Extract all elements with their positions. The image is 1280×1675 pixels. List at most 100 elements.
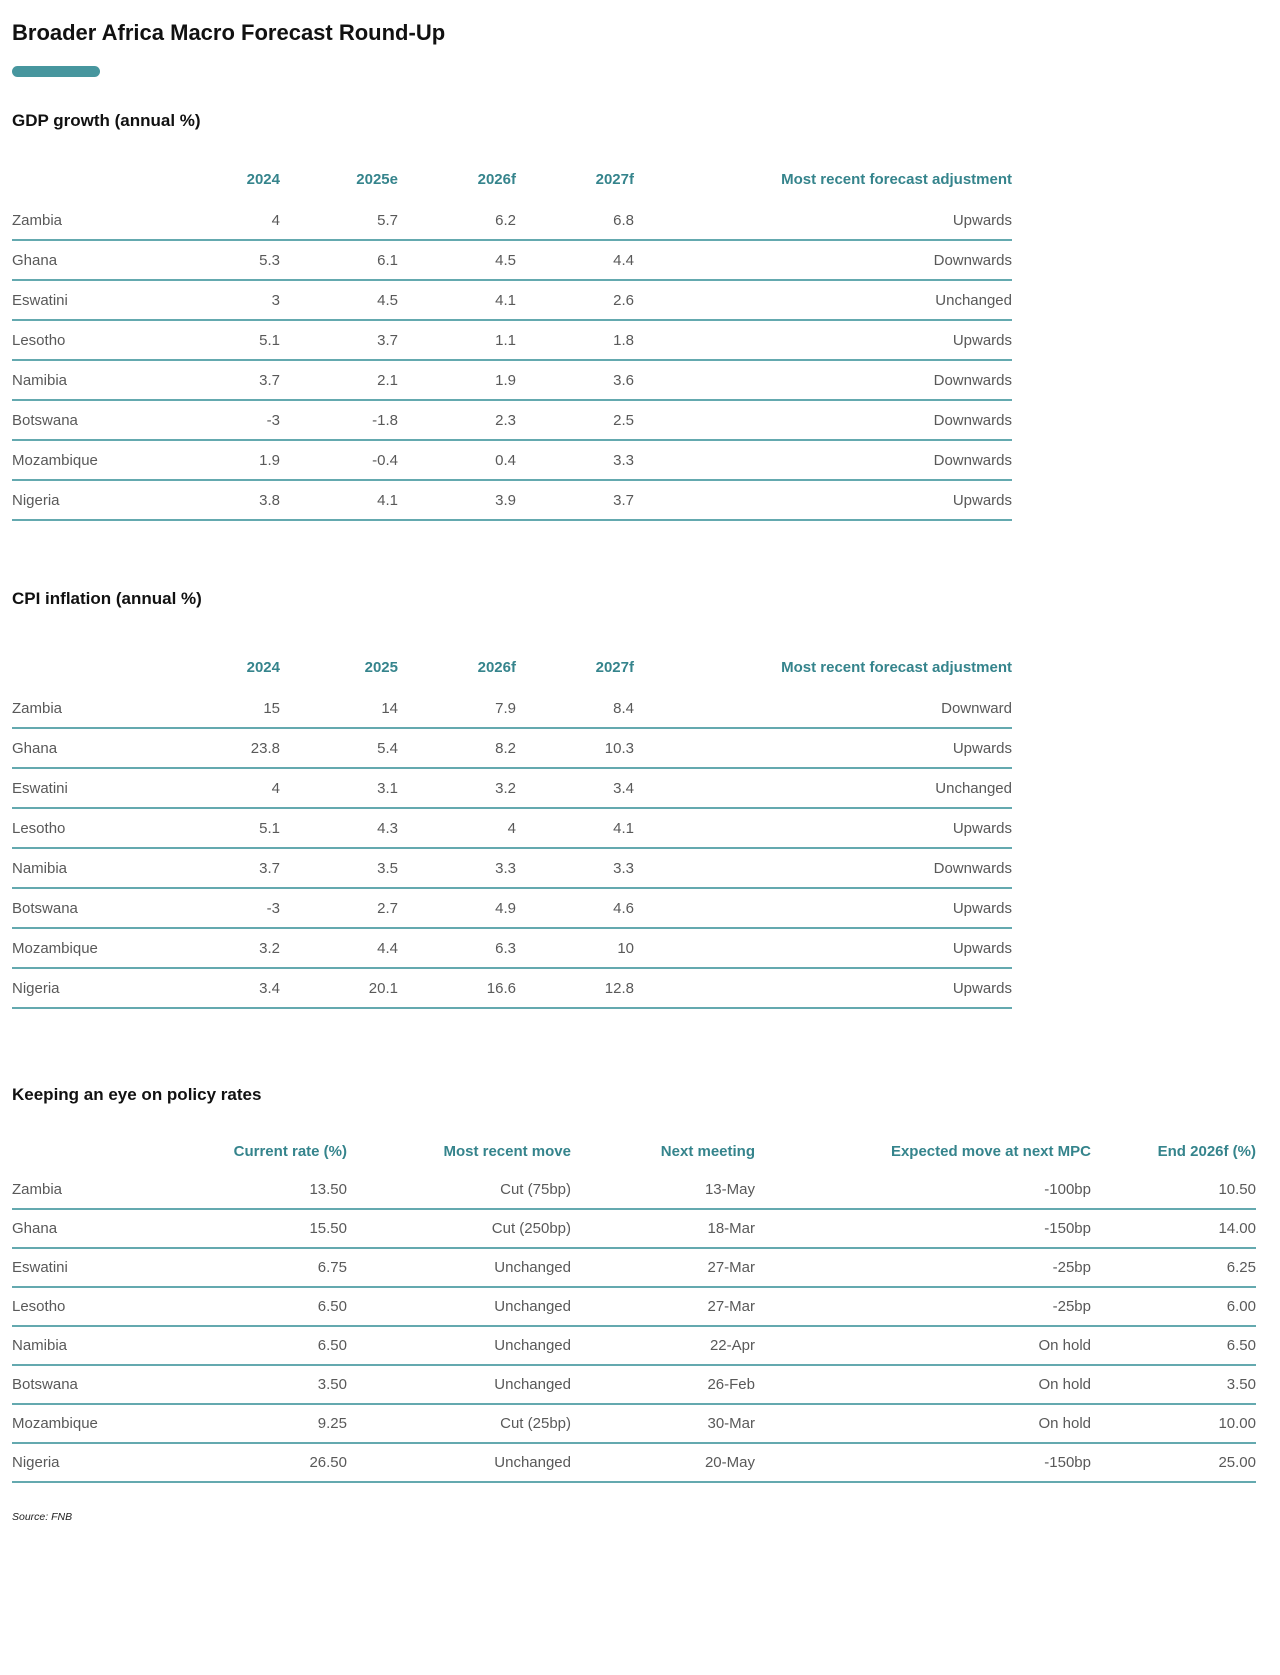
- value-cell: Upwards: [634, 809, 1012, 849]
- table-row: Botswana -3 2.7 4.9 4.6 Upwards: [12, 889, 1012, 929]
- value-cell: 4.6: [516, 889, 634, 929]
- table-row: Ghana 23.8 5.4 8.2 10.3 Upwards: [12, 729, 1012, 769]
- value-cell: 3.2: [162, 929, 280, 969]
- value-cell: Unchanged: [347, 1327, 571, 1366]
- value-cell: 3.9: [398, 481, 516, 521]
- value-cell: 2.5: [516, 401, 634, 441]
- value-cell: 12.8: [516, 969, 634, 1009]
- column-header: Next meeting: [660, 1142, 755, 1160]
- policy-rates-table: Current rate (%) Most recent move Next mee…: [12, 1131, 1256, 1483]
- page-title: Broader Africa Macro Forecast Round-Up: [12, 20, 446, 45]
- value-cell: -150bp: [755, 1444, 1091, 1483]
- value-cell: 4.1: [280, 481, 398, 521]
- country-cell: Eswatini: [12, 281, 162, 321]
- country-cell: Nigeria: [12, 969, 162, 1009]
- column-header: 2024: [246, 170, 280, 188]
- value-cell: 3.6: [516, 361, 634, 401]
- country-column-header: [12, 157, 162, 201]
- value-cell: 14: [280, 689, 398, 729]
- value-cell: 20-May: [571, 1444, 755, 1483]
- value-cell: 2.6: [516, 281, 634, 321]
- table-row: Ghana 15.50 Cut (250bp) 18-Mar -150bp 14.00: [12, 1210, 1256, 1249]
- value-cell: 1.1: [398, 321, 516, 361]
- value-cell: Cut (25bp): [347, 1405, 571, 1444]
- value-cell: 6.1: [280, 241, 398, 281]
- table-row: Nigeria 3.4 20.1 16.6 12.8 Upwards: [12, 969, 1012, 1009]
- table-row: Botswana -3 -1.8 2.3 2.5 Downwards: [12, 401, 1012, 441]
- value-cell: 20.1: [280, 969, 398, 1009]
- column-header: End 2026f (%): [1157, 1142, 1256, 1160]
- value-cell: 3.2: [398, 769, 516, 809]
- value-cell: 7.9: [398, 689, 516, 729]
- table-row: Mozambique 3.2 4.4 6.3 10 Upwards: [12, 929, 1012, 969]
- value-cell: Upwards: [634, 889, 1012, 929]
- value-cell: 6.50: [162, 1327, 347, 1366]
- value-cell: Unchanged: [347, 1288, 571, 1327]
- table-header-row: 2024 2025 2026f 2027f Most recent forecast a…: [12, 645, 1012, 689]
- country-cell: Zambia: [12, 201, 162, 241]
- country-cell: Namibia: [12, 849, 162, 889]
- value-cell: 6.50: [162, 1288, 347, 1327]
- country-cell: Botswana: [12, 1366, 162, 1405]
- country-cell: Ghana: [12, 241, 162, 281]
- column-header: Most recent move: [443, 1142, 571, 1160]
- value-cell: 2.7: [280, 889, 398, 929]
- value-cell: Upwards: [634, 201, 1012, 241]
- value-cell: 6.75: [162, 1249, 347, 1288]
- table-row: Lesotho 6.50 Unchanged 27-Mar -25bp 6.00: [12, 1288, 1256, 1327]
- country-cell: Ghana: [12, 1210, 162, 1249]
- column-header: 2026f: [477, 170, 516, 188]
- gdp-growth-section: GDP growth (annual %) 2024 2025e 2026f 2027…: [12, 111, 1280, 521]
- value-cell: 30-Mar: [571, 1405, 755, 1444]
- value-cell: 4.1: [398, 281, 516, 321]
- value-cell: 10: [516, 929, 634, 969]
- value-cell: Upwards: [634, 481, 1012, 521]
- table-row: Lesotho 5.1 4.3 4 4.1 Upwards: [12, 809, 1012, 849]
- value-cell: 14.00: [1091, 1210, 1256, 1249]
- value-cell: 6.50: [1091, 1327, 1256, 1366]
- value-cell: Upwards: [634, 729, 1012, 769]
- value-cell: 6.25: [1091, 1249, 1256, 1288]
- table-row: Eswatini 6.75 Unchanged 27-Mar -25bp 6.25: [12, 1249, 1256, 1288]
- column-header: Most recent forecast adjustment: [781, 658, 1012, 676]
- value-cell: 1.9: [162, 441, 280, 481]
- value-cell: 10.00: [1091, 1405, 1256, 1444]
- country-column-header: [12, 645, 162, 689]
- country-column-header: [12, 1131, 162, 1171]
- value-cell: Unchanged: [347, 1444, 571, 1483]
- value-cell: 26-Feb: [571, 1366, 755, 1405]
- value-cell: -0.4: [280, 441, 398, 481]
- table-row: Botswana 3.50 Unchanged 26-Feb On hold 3.50: [12, 1366, 1256, 1405]
- table-row: Zambia 15 14 7.9 8.4 Downward: [12, 689, 1012, 729]
- country-cell: Nigeria: [12, 1444, 162, 1483]
- gdp-growth-heading: GDP growth (annual %): [12, 111, 201, 130]
- value-cell: 3.3: [516, 441, 634, 481]
- value-cell: 9.25: [162, 1405, 347, 1444]
- value-cell: 16.6: [398, 969, 516, 1009]
- value-cell: 8.4: [516, 689, 634, 729]
- country-cell: Mozambique: [12, 1405, 162, 1444]
- country-cell: Botswana: [12, 889, 162, 929]
- country-cell: Nigeria: [12, 481, 162, 521]
- value-cell: 3.50: [1091, 1366, 1256, 1405]
- value-cell: 5.7: [280, 201, 398, 241]
- value-cell: 27-Mar: [571, 1288, 755, 1327]
- country-cell: Lesotho: [12, 1288, 162, 1327]
- value-cell: 3.7: [162, 849, 280, 889]
- value-cell: 2.3: [398, 401, 516, 441]
- value-cell: -25bp: [755, 1288, 1091, 1327]
- table-row: Nigeria 3.8 4.1 3.9 3.7 Upwards: [12, 481, 1012, 521]
- table-header-row: 2024 2025e 2026f 2027f Most recent forecast …: [12, 157, 1012, 201]
- value-cell: 3.1: [280, 769, 398, 809]
- country-cell: Ghana: [12, 729, 162, 769]
- value-cell: Downwards: [634, 241, 1012, 281]
- country-cell: Eswatini: [12, 1249, 162, 1288]
- value-cell: 8.2: [398, 729, 516, 769]
- value-cell: 3.50: [162, 1366, 347, 1405]
- policy-rates-section: Keeping an eye on policy rates Current r…: [12, 1085, 1280, 1483]
- country-cell: Eswatini: [12, 769, 162, 809]
- value-cell: 6.8: [516, 201, 634, 241]
- value-cell: 3: [162, 281, 280, 321]
- value-cell: 0.4: [398, 441, 516, 481]
- value-cell: 4: [162, 201, 280, 241]
